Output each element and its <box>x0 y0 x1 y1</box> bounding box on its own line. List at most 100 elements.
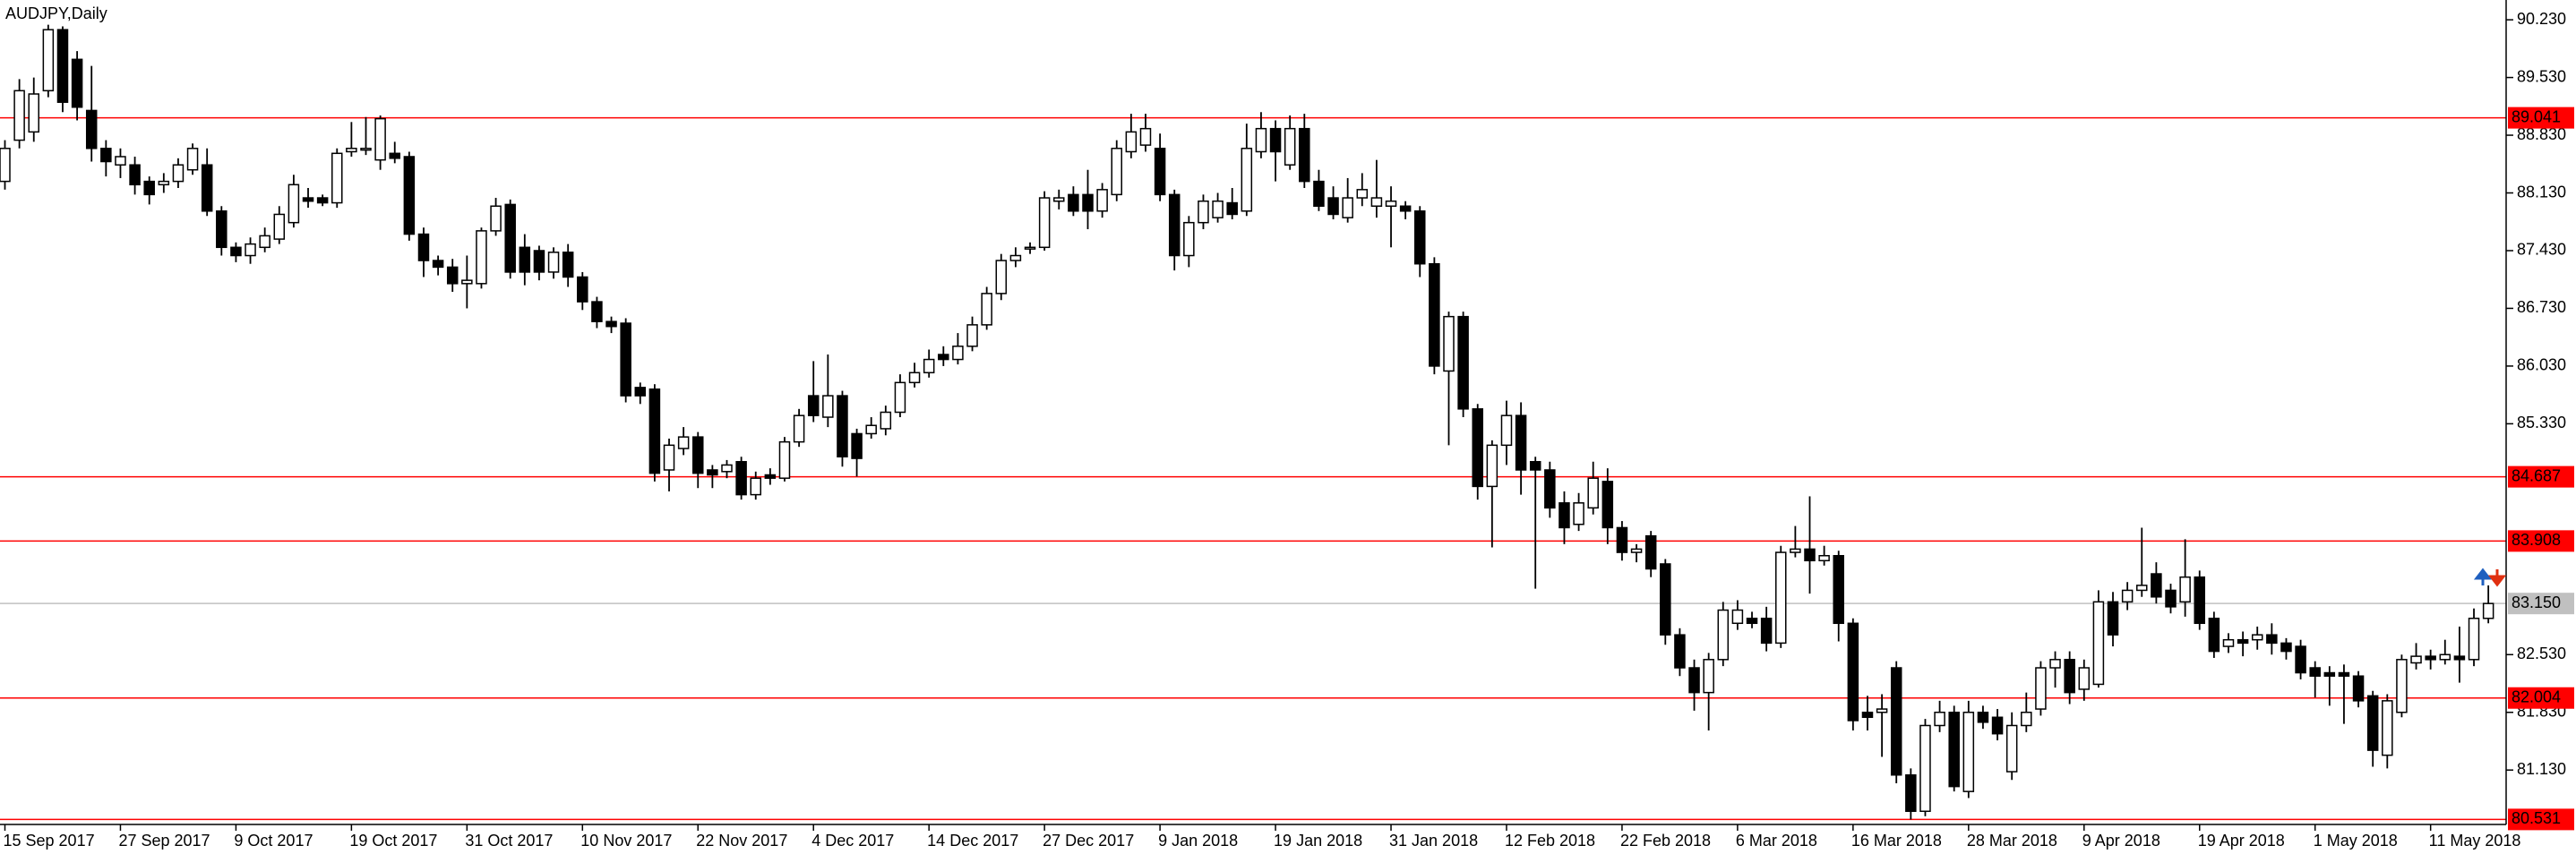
candle-body <box>302 197 314 202</box>
candle-body <box>1356 189 1369 199</box>
x-tick-label: 9 Jan 2018 <box>1158 832 1238 850</box>
candle-body <box>1818 555 1830 562</box>
candle-body <box>2425 655 2436 661</box>
x-tick-label: 6 Mar 2018 <box>1736 832 1817 850</box>
candle-body <box>923 358 935 374</box>
candle-body <box>1212 200 1224 218</box>
candle-body <box>0 148 11 183</box>
candle-body <box>1139 127 1152 146</box>
candle-body <box>1198 200 1209 224</box>
candle-body <box>56 29 69 103</box>
candle-body <box>259 235 270 249</box>
candle-body <box>1573 502 1584 525</box>
candle-body <box>995 260 1008 295</box>
candle-body <box>2222 638 2235 647</box>
candle-body <box>707 469 718 476</box>
candle-body <box>1905 773 1917 813</box>
candle-body <box>1009 254 1022 261</box>
candle-body <box>677 436 690 449</box>
x-tick-label: 27 Sep 2017 <box>118 832 210 850</box>
candle-body <box>1544 469 1556 509</box>
candle-body <box>851 432 863 459</box>
candle-body <box>1977 711 1989 723</box>
candle-body <box>2179 576 2191 603</box>
candle-body <box>461 279 473 285</box>
y-tick-label: 87.430 <box>2517 241 2566 259</box>
candle-body <box>2352 675 2365 702</box>
candle-body <box>793 414 805 443</box>
candle-body <box>2107 601 2119 636</box>
candle-body <box>1674 634 1686 669</box>
candle-body <box>1775 551 1787 645</box>
candle-body <box>1500 414 1513 447</box>
candle-body <box>1616 526 1628 553</box>
candle-body <box>721 464 733 473</box>
candle-body <box>1154 148 1166 196</box>
candle-body <box>1241 148 1253 212</box>
candle-body <box>1370 197 1383 207</box>
candle-body <box>1125 131 1138 153</box>
candle-body <box>2021 711 2032 727</box>
x-tick-label: 28 Mar 2018 <box>1967 832 2057 850</box>
candle-body <box>1717 609 1730 661</box>
current-price-box <box>2508 593 2574 615</box>
candle-body <box>2194 576 2205 625</box>
candle-body <box>692 436 704 474</box>
candle-body <box>1457 315 1469 410</box>
candle-body <box>1068 193 1079 212</box>
candle-body <box>2280 642 2292 653</box>
candle-body <box>216 210 228 249</box>
x-tick-label: 16 Mar 2018 <box>1851 832 1942 850</box>
level-label: 80.531 <box>2512 809 2561 827</box>
candle-body <box>750 477 761 496</box>
y-tick-label: 88.830 <box>2517 125 2566 143</box>
candle-body <box>981 293 992 326</box>
candle-body <box>1515 414 1527 471</box>
candle-body <box>1703 659 1714 694</box>
candle-body <box>13 90 25 141</box>
candle-body <box>2064 659 2075 694</box>
candle-body <box>1342 197 1353 218</box>
candle-body <box>129 164 141 186</box>
candle-body <box>2266 634 2278 645</box>
axes: 90.230 89.530 88.830 88.130 87.430 86.730 86.0… <box>4 10 2574 850</box>
x-tick-label: 12 Feb 2018 <box>1505 832 1595 850</box>
candle-body <box>1934 711 1945 727</box>
candle-body <box>374 117 386 161</box>
level-box <box>2508 530 2574 552</box>
candle-body <box>634 387 647 397</box>
candle-body <box>1644 534 1657 570</box>
candle-body <box>331 152 343 204</box>
candle-body <box>938 354 949 361</box>
candle-body <box>1443 315 1455 372</box>
candle-body <box>822 395 834 418</box>
candle-body <box>504 203 516 273</box>
candle-body <box>2049 659 2061 669</box>
x-tick-label: 22 Feb 2018 <box>1620 832 1711 850</box>
x-tick-label: 19 Apr 2018 <box>2198 832 2285 850</box>
y-tick-label: 86.030 <box>2517 356 2566 374</box>
candle-body <box>1313 180 1325 207</box>
candle-body <box>2092 601 2105 686</box>
candle-body <box>1472 408 1483 488</box>
candle-body <box>432 260 444 269</box>
candle-body <box>1847 622 1859 722</box>
level-label: 84.687 <box>2512 466 2561 484</box>
level-box <box>2508 107 2574 129</box>
candle-body <box>1284 127 1296 166</box>
y-tick-label: 85.330 <box>2517 414 2566 431</box>
candle-body <box>2121 589 2134 603</box>
candle-body <box>837 395 848 457</box>
candle-body <box>1111 148 1122 196</box>
candle-body <box>1760 618 1773 645</box>
candle-body <box>1660 563 1671 636</box>
candle-body <box>1299 127 1310 183</box>
candle-body <box>1269 127 1282 153</box>
level-box <box>2508 687 2574 709</box>
y-tick-label: 81.130 <box>2517 760 2566 778</box>
candle-body <box>2468 618 2480 661</box>
candle-body <box>605 320 617 328</box>
x-tick-label: 27 Dec 2017 <box>1043 832 1134 850</box>
candle-body <box>1486 444 1498 488</box>
